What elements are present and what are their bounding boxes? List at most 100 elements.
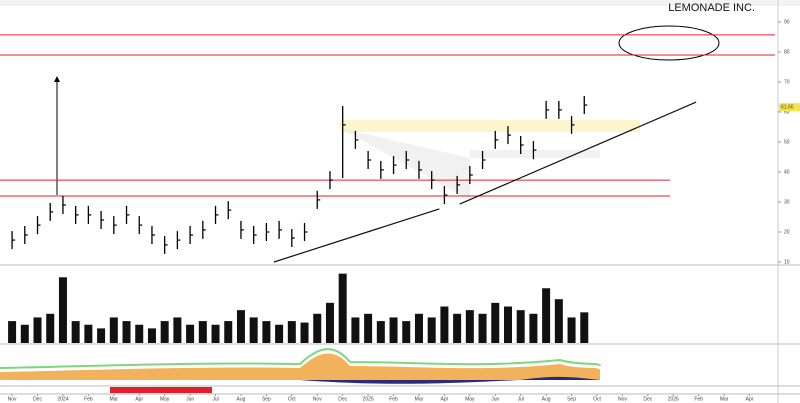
x-tick-label: Apr	[441, 396, 449, 402]
volume-bar	[198, 321, 207, 343]
volume-bar	[109, 317, 118, 343]
volume-bar	[465, 310, 474, 343]
signal-strip	[110, 387, 212, 393]
volume-bar	[46, 313, 55, 343]
x-tick-label: May	[160, 396, 170, 402]
x-tick-label: Feb	[694, 396, 703, 402]
x-tick-label: Aug	[237, 396, 246, 402]
volume-bar	[376, 321, 385, 343]
x-tick-label: Oct	[288, 396, 296, 402]
volume-bar	[313, 313, 322, 343]
x-tick-label: Feb	[389, 396, 398, 402]
y-tick-label: 50	[784, 139, 790, 145]
trendline	[273, 208, 440, 263]
x-tick-label: Mar	[415, 396, 424, 402]
x-tick-label: Apr	[746, 396, 754, 402]
x-tick-label: Sep	[262, 396, 271, 402]
x-tick-label: Jun	[186, 396, 194, 402]
x-tick-label: Feb	[84, 396, 93, 402]
trendline	[459, 101, 697, 205]
volume-bar	[516, 310, 525, 343]
volume-bar	[427, 317, 436, 343]
volume-bar	[224, 321, 233, 343]
y-tick-label: 30	[784, 199, 790, 205]
volume-bar	[97, 328, 106, 343]
legend-strip	[0, 0, 800, 6]
volume-bar	[122, 321, 131, 343]
volume-bar	[236, 310, 245, 343]
x-tick-label: Apr	[135, 396, 143, 402]
last-price-label: 61.60	[781, 105, 794, 111]
volume-bar	[84, 324, 93, 343]
y-tick-label: 90	[784, 19, 790, 25]
volume-bar	[287, 321, 296, 343]
x-tick-label: May	[465, 396, 475, 402]
volume-bar	[554, 299, 563, 343]
x-tick-label: Mar	[720, 396, 729, 402]
x-tick-label: Mar	[109, 396, 118, 402]
arrow-head	[54, 76, 60, 82]
x-tick-label: Jul	[212, 396, 218, 402]
volume-bar	[211, 324, 220, 343]
oscillator-area	[0, 353, 600, 380]
y-tick-label: 40	[784, 169, 790, 175]
volume-bar	[33, 317, 42, 343]
volume-bar	[389, 317, 398, 343]
x-tick-label: Nov	[313, 396, 322, 402]
volume-bar	[262, 321, 271, 343]
volume-bar	[325, 302, 334, 343]
volume-bar	[453, 313, 462, 343]
x-tick-label: Nov	[8, 396, 17, 402]
x-tick-label: Dec	[338, 396, 347, 402]
volume-bar	[478, 313, 487, 343]
volume-bar	[338, 273, 347, 343]
x-tick-label: Jul	[517, 396, 523, 402]
x-tick-label: Aug	[542, 396, 551, 402]
x-tick-label: Dec	[643, 396, 652, 402]
x-tick-label: Jun	[491, 396, 499, 402]
oscillator-negative	[300, 376, 600, 384]
x-tick-label: 2025	[363, 396, 374, 402]
volume-bar	[160, 321, 169, 343]
volume-bar	[20, 324, 29, 343]
volume-bar	[440, 306, 449, 343]
x-tick-label: Sep	[567, 396, 576, 402]
oscillator-line	[0, 348, 601, 369]
volume-bar	[580, 312, 589, 343]
volume-bar	[491, 302, 500, 343]
x-tick-label: Nov	[618, 396, 627, 402]
y-tick-label: 70	[784, 79, 790, 85]
y-tick-label: 20	[784, 229, 790, 235]
x-tick-label: 2026	[668, 396, 679, 402]
volume-bar	[364, 313, 373, 343]
y-tick-label: 80	[784, 49, 790, 55]
volume-bar	[173, 317, 182, 343]
volume-bar	[186, 324, 195, 343]
volume-bar	[567, 317, 576, 343]
annotation-ellipse	[618, 25, 720, 61]
volume-bar	[135, 324, 144, 343]
y-tick-label: 60	[784, 109, 790, 115]
x-tick-label: Dec	[33, 396, 42, 402]
volume-bar	[147, 328, 156, 343]
volume-bar	[503, 306, 512, 343]
last-price-box	[779, 103, 800, 112]
volume-bar	[71, 321, 80, 343]
highlight-zone	[340, 120, 640, 132]
volume-bar	[529, 313, 538, 343]
volume-bar	[351, 317, 360, 343]
volume-bar	[402, 321, 411, 343]
x-tick-label: 2024	[57, 396, 68, 402]
shaded-zone	[340, 128, 600, 200]
volume-bar	[414, 313, 423, 343]
volume-bar	[8, 321, 17, 343]
volume-bar	[300, 322, 309, 343]
volume-bar	[58, 277, 67, 343]
y-tick-label: 10	[784, 259, 790, 265]
volume-bar	[275, 324, 284, 343]
chart-title: LEMONADE INC.	[668, 2, 755, 14]
volume-bar	[249, 317, 258, 343]
